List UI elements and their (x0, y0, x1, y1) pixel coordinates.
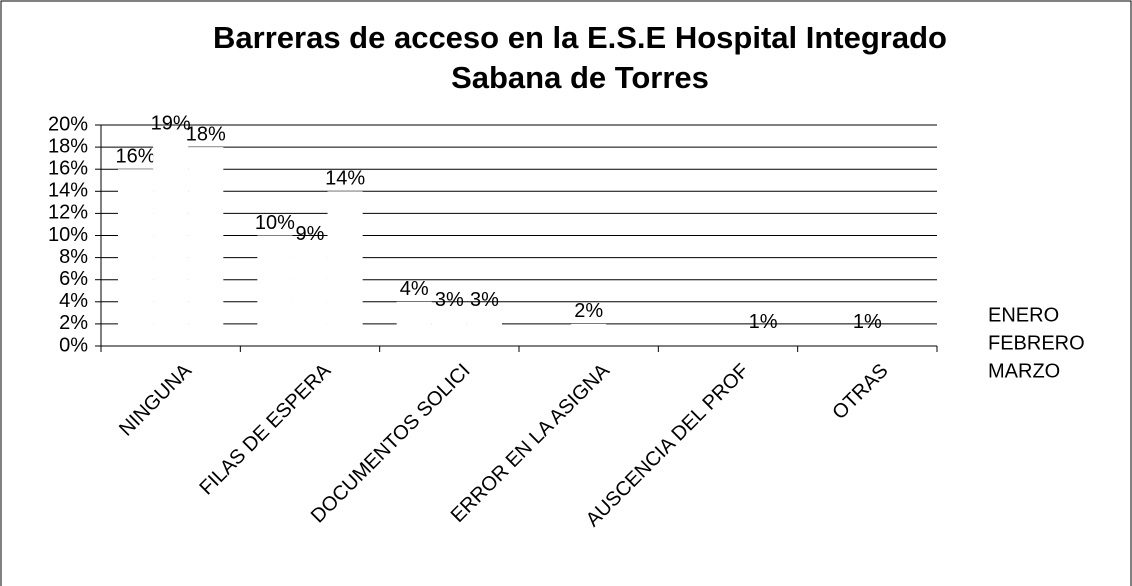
x-tick-label: AUSCENCIA DEL PROF (582, 360, 753, 531)
y-tick-label: 6% (59, 268, 88, 290)
bar (118, 169, 154, 346)
legend-label: ENERO (988, 304, 1059, 326)
chart-title: Sabana de Torres (451, 60, 709, 95)
y-tick-label: 20% (48, 113, 88, 135)
x-tick-label: FILAS DE ESPERA (196, 359, 336, 499)
chart-title: Barreras de acceso en la E.S.E Hospital … (213, 20, 947, 55)
y-tick-label: 16% (48, 157, 88, 179)
data-label: 1% (749, 311, 778, 333)
bar (188, 147, 224, 346)
data-label: 19% (151, 112, 191, 134)
y-tick-label: 8% (59, 246, 88, 268)
y-tick-label: 4% (59, 290, 88, 312)
y-tick-label: 14% (48, 180, 88, 202)
bar (849, 334, 885, 346)
y-tick-label: 2% (59, 312, 88, 334)
x-tick-label: NINGUNA (115, 359, 196, 440)
data-label: 14% (325, 168, 365, 190)
data-label: 4% (400, 278, 429, 300)
legend-label: FEBRERO (988, 332, 1085, 354)
x-tick-label: OTRAS (828, 360, 892, 424)
data-label: 18% (186, 123, 226, 145)
bar (571, 323, 607, 346)
bar (327, 191, 363, 346)
bar (466, 312, 502, 346)
y-tick-label: 0% (59, 334, 88, 356)
y-tick-label: 10% (48, 224, 88, 246)
data-label: 16% (116, 145, 156, 167)
data-label: 10% (255, 212, 295, 234)
data-label: 9% (296, 223, 325, 245)
data-label: 2% (574, 300, 603, 322)
data-label: 3% (435, 289, 464, 311)
x-tick-label: DOCUMENTOS SOLICI (307, 360, 475, 528)
bar (153, 136, 189, 346)
data-label: 3% (470, 289, 499, 311)
y-tick-label: 18% (48, 135, 88, 157)
bar (257, 235, 293, 346)
x-tick-label: ERROR EN LA ASIGNA (447, 359, 615, 527)
bar (396, 301, 432, 346)
y-tick-label: 12% (48, 202, 88, 224)
bar (745, 334, 781, 346)
data-label: 1% (853, 311, 882, 333)
bar (292, 246, 328, 346)
bar (431, 312, 467, 346)
legend-label: MARZO (988, 360, 1060, 382)
